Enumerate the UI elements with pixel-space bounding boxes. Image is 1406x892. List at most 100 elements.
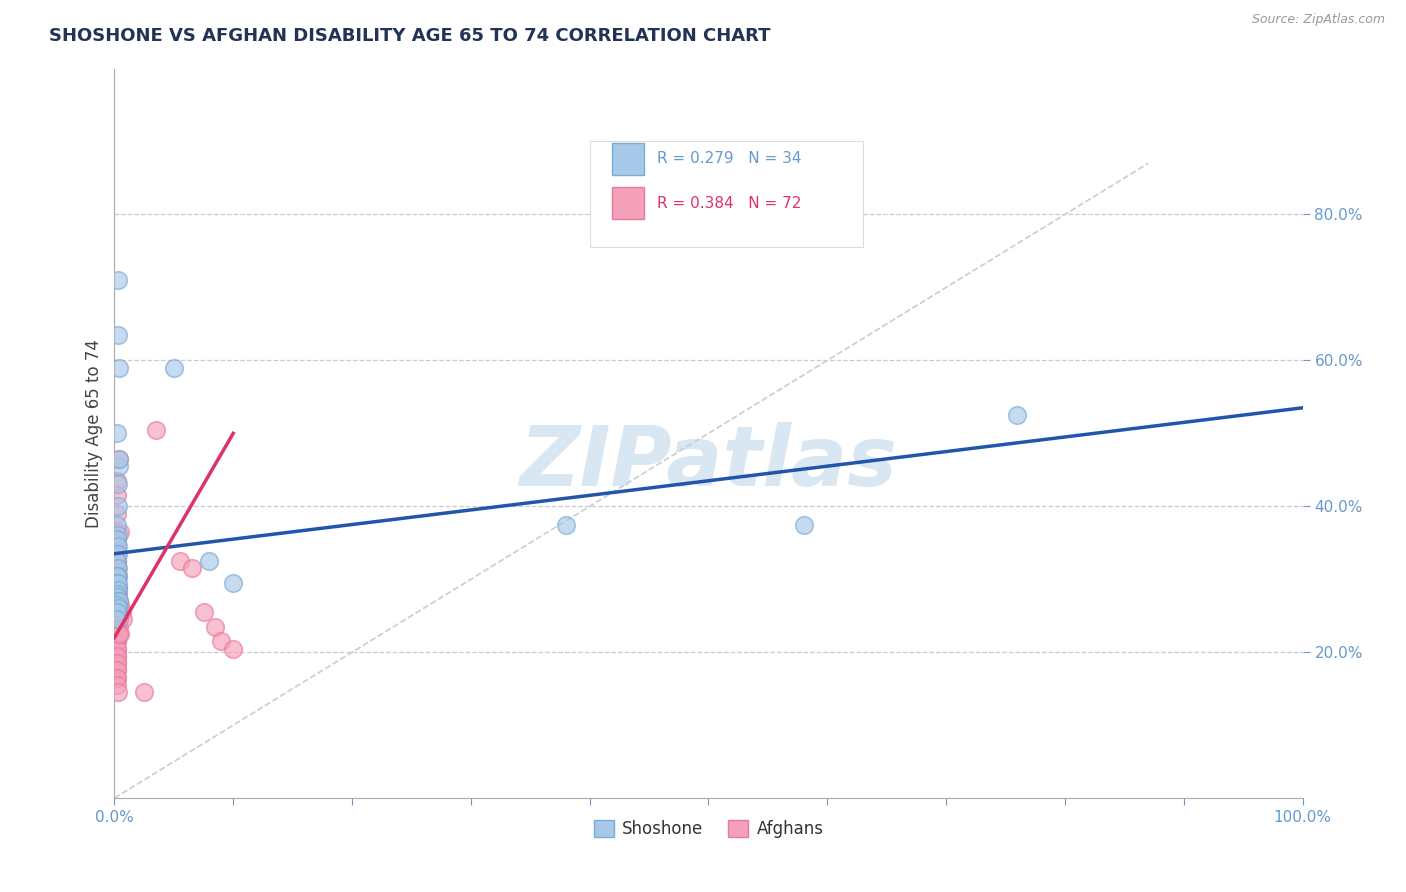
- Point: [107, 587, 129, 601]
- Point: [105, 656, 128, 670]
- Point: [110, 598, 132, 612]
- Point: [169, 554, 191, 568]
- Point: [105, 561, 128, 575]
- Point: [108, 594, 131, 608]
- Point: [107, 528, 129, 542]
- Point: [180, 561, 202, 575]
- Point: [105, 605, 128, 619]
- Point: [105, 671, 128, 685]
- Point: [105, 678, 128, 692]
- Point: [108, 360, 131, 375]
- Point: [105, 598, 128, 612]
- Point: [108, 612, 131, 626]
- Text: ZIPatlas: ZIPatlas: [520, 422, 897, 503]
- Point: [105, 547, 128, 561]
- Point: [105, 634, 128, 648]
- Legend: Shoshone, Afghans: Shoshone, Afghans: [586, 813, 830, 845]
- Point: [105, 583, 128, 598]
- Point: [107, 575, 129, 590]
- Point: [105, 547, 128, 561]
- Point: [105, 561, 128, 575]
- Point: [554, 517, 576, 532]
- Point: [105, 671, 128, 685]
- FancyBboxPatch shape: [589, 142, 863, 247]
- Point: [105, 620, 128, 634]
- Point: [105, 656, 128, 670]
- Point: [105, 605, 128, 619]
- Point: [105, 612, 128, 626]
- Point: [108, 620, 131, 634]
- Point: [105, 591, 128, 605]
- Point: [105, 583, 128, 598]
- Point: [107, 568, 129, 582]
- Point: [105, 605, 128, 619]
- Point: [105, 554, 128, 568]
- Point: [108, 451, 131, 466]
- Point: [105, 554, 128, 568]
- FancyBboxPatch shape: [612, 143, 644, 175]
- Point: [105, 474, 128, 488]
- Point: [105, 524, 128, 539]
- Point: [110, 605, 132, 619]
- Point: [107, 598, 129, 612]
- Point: [105, 587, 128, 601]
- Point: [105, 575, 128, 590]
- Point: [105, 568, 128, 582]
- Point: [107, 477, 129, 491]
- Point: [145, 423, 167, 437]
- Point: [105, 664, 128, 678]
- Point: [107, 580, 129, 594]
- Point: [163, 360, 186, 375]
- Point: [105, 426, 128, 441]
- Point: [105, 532, 128, 546]
- Point: [105, 568, 128, 582]
- Text: R = 0.279   N = 34: R = 0.279 N = 34: [658, 152, 801, 167]
- Point: [105, 554, 128, 568]
- Point: [105, 540, 128, 554]
- Point: [793, 517, 815, 532]
- Point: [107, 685, 129, 699]
- Point: [107, 540, 129, 554]
- Point: [105, 532, 128, 546]
- Point: [105, 532, 128, 546]
- Point: [105, 634, 128, 648]
- Point: [1007, 408, 1029, 422]
- Point: [105, 591, 128, 605]
- Point: [107, 583, 129, 598]
- Point: [107, 327, 129, 342]
- Point: [222, 641, 245, 656]
- Point: [107, 594, 129, 608]
- Point: [105, 554, 128, 568]
- Point: [105, 540, 128, 554]
- Point: [134, 685, 156, 699]
- Point: [107, 547, 129, 561]
- Point: [105, 641, 128, 656]
- Point: [107, 273, 129, 287]
- Text: R = 0.384   N = 72: R = 0.384 N = 72: [658, 196, 801, 211]
- Point: [105, 612, 128, 626]
- Point: [108, 451, 131, 466]
- Point: [105, 575, 128, 590]
- Point: [110, 627, 132, 641]
- Point: [105, 575, 128, 590]
- Point: [108, 459, 131, 474]
- Point: [198, 554, 221, 568]
- Point: [105, 612, 128, 626]
- Point: [105, 488, 128, 502]
- Point: [105, 598, 128, 612]
- Point: [107, 601, 129, 615]
- Point: [105, 507, 128, 521]
- Point: [108, 627, 131, 641]
- Point: [110, 524, 132, 539]
- Point: [204, 620, 226, 634]
- Point: [105, 641, 128, 656]
- Text: SHOSHONE VS AFGHAN DISABILITY AGE 65 TO 74 CORRELATION CHART: SHOSHONE VS AFGHAN DISABILITY AGE 65 TO …: [49, 27, 770, 45]
- Point: [105, 664, 128, 678]
- Point: [105, 648, 128, 663]
- Point: [105, 620, 128, 634]
- Point: [193, 605, 215, 619]
- Point: [107, 568, 129, 582]
- Point: [108, 594, 131, 608]
- Point: [105, 568, 128, 582]
- Point: [105, 568, 128, 582]
